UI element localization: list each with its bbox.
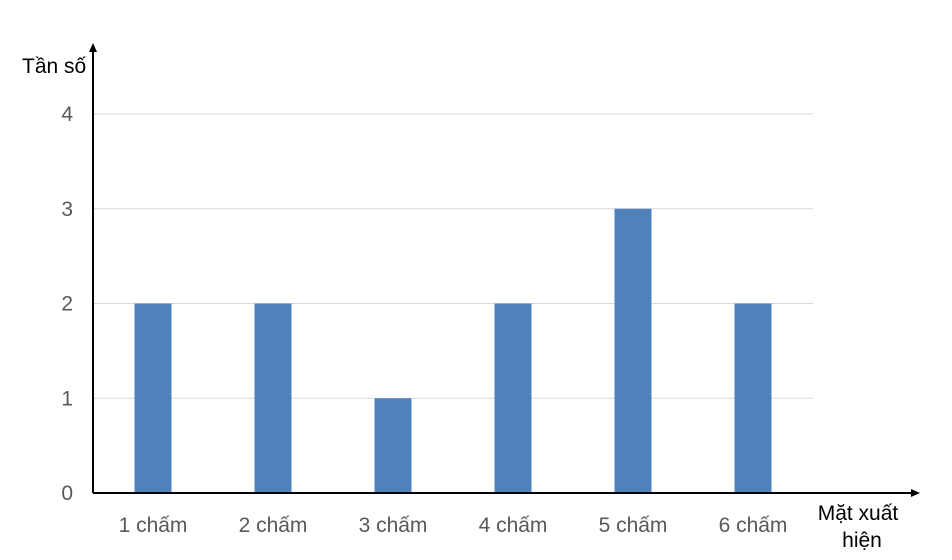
y-tick-label: 1 — [61, 387, 73, 410]
x-tick-label: 1 chấm — [119, 514, 188, 537]
gridlines — [93, 113, 813, 399]
y-axis-arrow — [89, 43, 97, 52]
x-axis-title-line2: hiện — [842, 529, 882, 552]
y-axis-title: Tần số — [22, 55, 87, 78]
axes — [89, 43, 920, 497]
x-axis-arrow — [911, 489, 920, 497]
x-axis-title-line1: Mặt xuất — [818, 502, 899, 525]
bar — [374, 398, 412, 493]
bar — [734, 303, 772, 493]
x-tick-label: 3 chấm — [359, 514, 428, 537]
bar — [494, 303, 532, 493]
y-tick-label: 4 — [61, 103, 73, 126]
y-tick-labels: 0 1 2 3 4 — [61, 103, 73, 505]
x-tick-labels: 1 chấm 2 chấm 3 chấm 4 chấm 5 chấm 6 chấm — [119, 514, 788, 537]
y-tick-label: 3 — [61, 198, 73, 221]
y-tick-label: 2 — [61, 293, 73, 316]
y-tick-label: 0 — [61, 482, 73, 505]
bar — [134, 303, 172, 493]
bars — [134, 208, 772, 493]
bar — [254, 303, 292, 493]
x-tick-label: 5 chấm — [599, 514, 668, 537]
x-tick-label: 6 chấm — [719, 514, 788, 537]
bar — [614, 208, 652, 493]
x-tick-label: 2 chấm — [239, 514, 308, 537]
x-tick-label: 4 chấm — [479, 514, 548, 537]
